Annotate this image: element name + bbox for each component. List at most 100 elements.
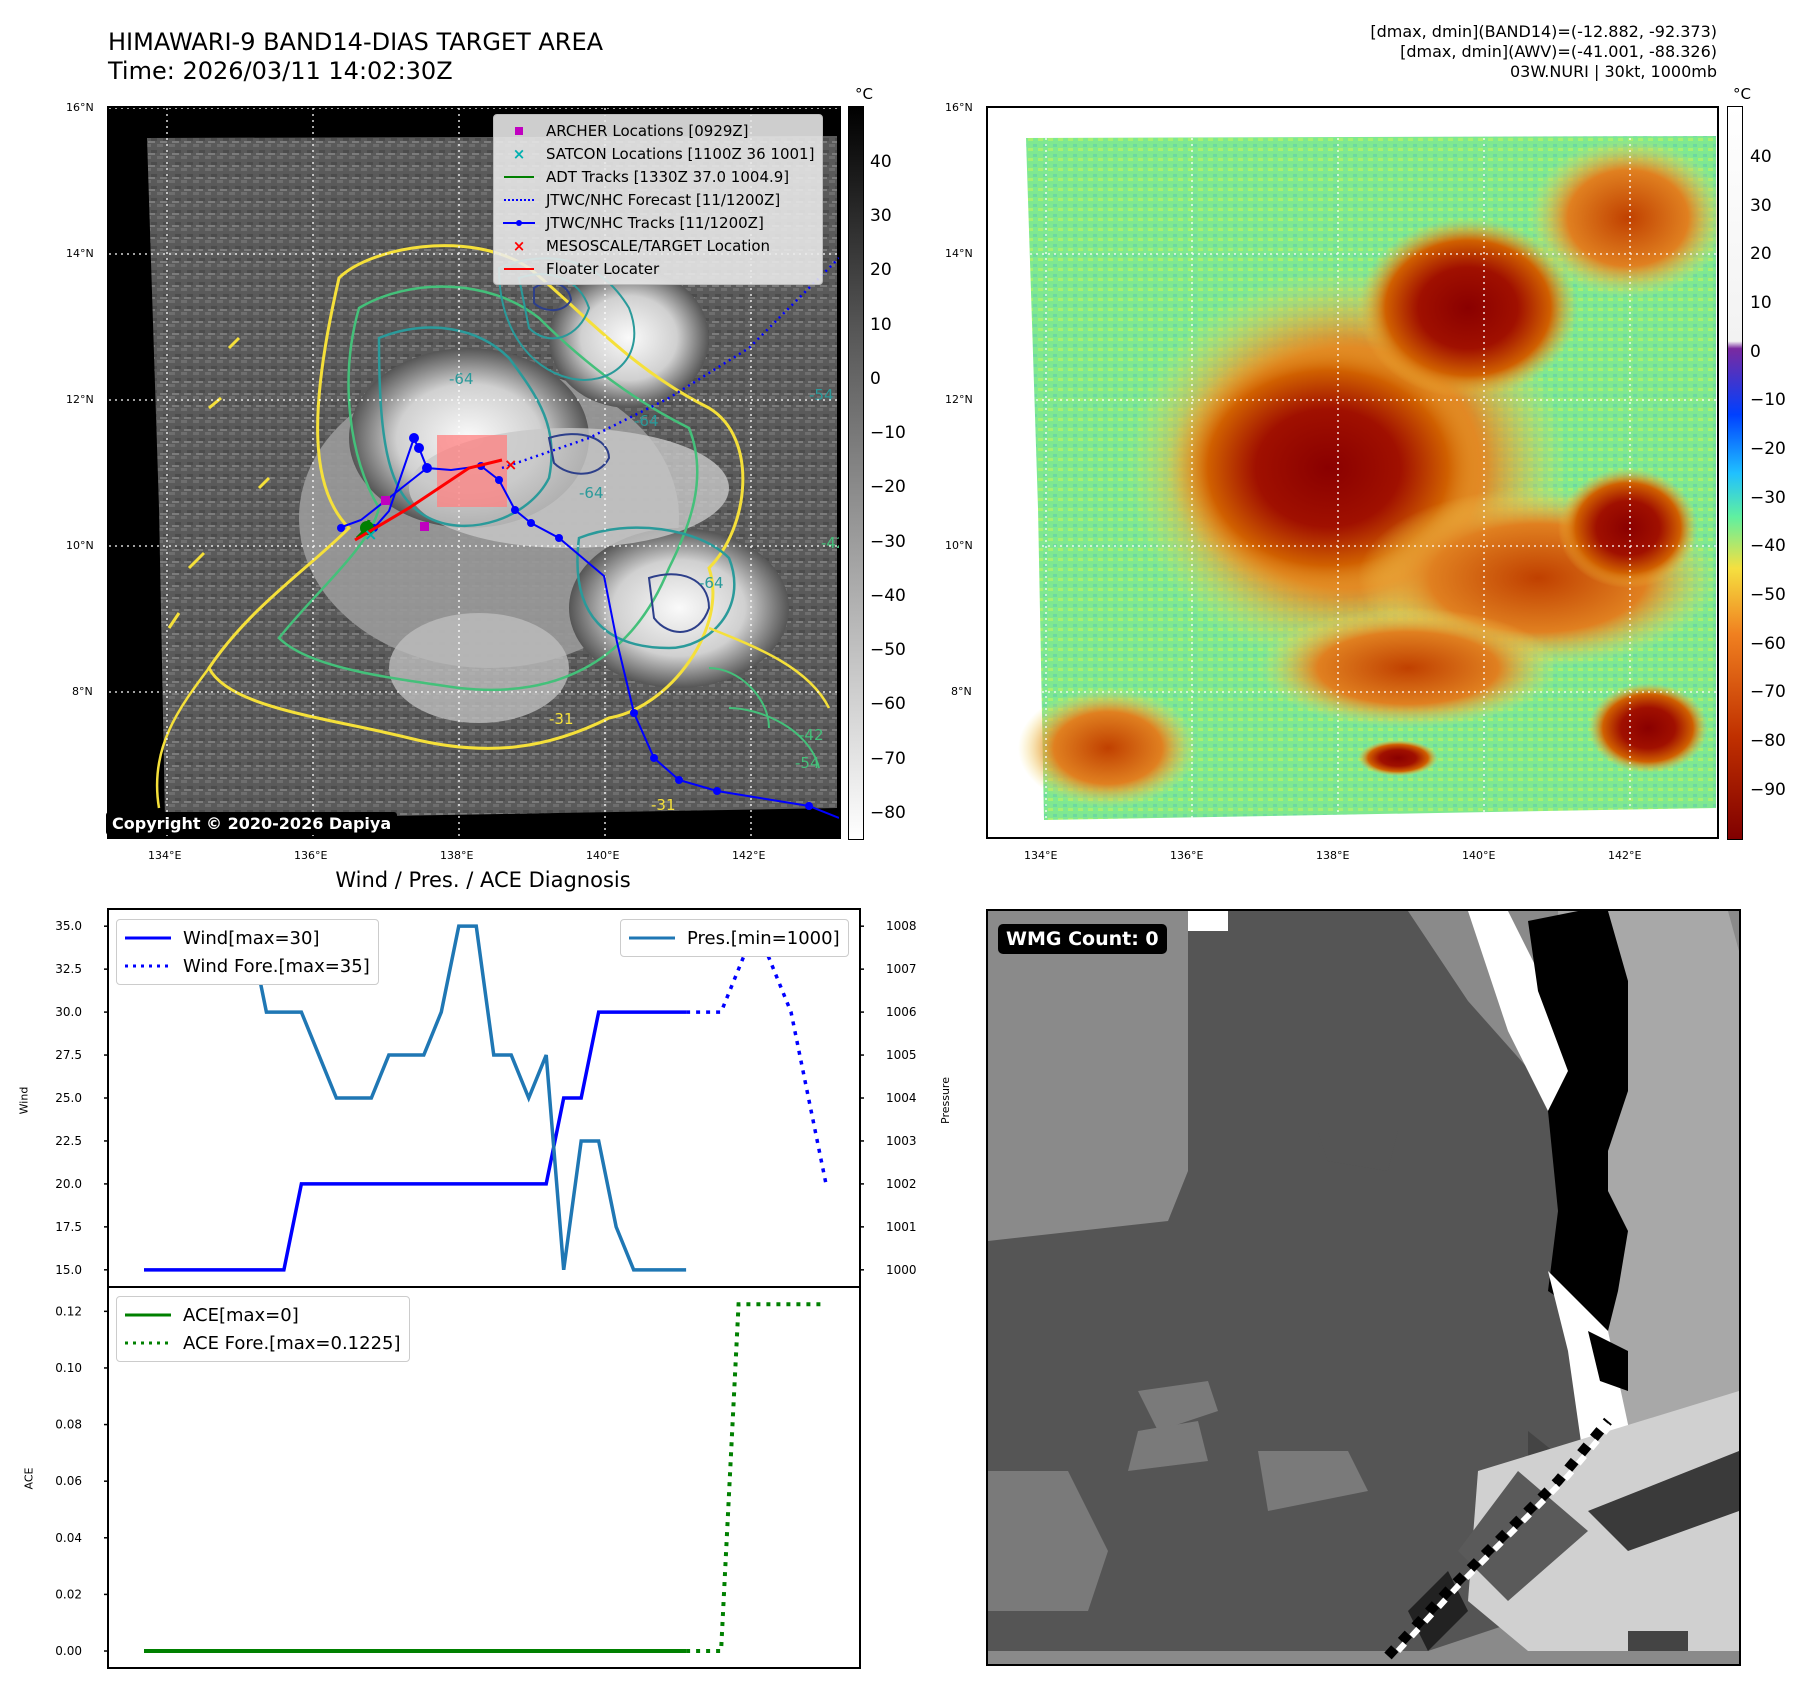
colorbar-tick: 10	[1750, 293, 1772, 313]
wind-tick-label: 17.5	[55, 1220, 82, 1234]
lat-label: 14°N	[945, 247, 973, 260]
series-line-1	[686, 921, 828, 1185]
legend-tracks: JTWC/NHC Tracks [11/1200Z]	[502, 211, 814, 234]
ace-axes	[107, 1286, 861, 1669]
satcon-location: ×	[364, 525, 377, 544]
colorbar-tick: 0	[1750, 342, 1761, 362]
contour-label: -42	[821, 534, 839, 552]
legend-archer: ARCHER Locations [0929Z]	[502, 119, 814, 142]
ace-legend: ACE[max=0] ACE Fore.[max=0.1225]	[116, 1296, 410, 1362]
wind-tick-label: 20.0	[55, 1177, 82, 1191]
contour-label: -31	[549, 710, 574, 728]
lat-label: 16°N	[945, 101, 973, 114]
lon-label: 134°E	[1024, 849, 1058, 862]
wind-tick-label: 30.0	[55, 1005, 82, 1019]
legend-satcon: × SATCON Locations [1100Z 36 1001]	[512, 144, 815, 163]
colorbar-tick: −90	[1750, 780, 1786, 800]
legend-forecast: JTWC/NHC Forecast [11/1200Z]	[502, 188, 814, 211]
colorbar-tick: −30	[870, 532, 906, 552]
wind-tick-label: 22.5	[55, 1134, 82, 1148]
title-line-1: HIMAWARI-9 BAND14-DIAS TARGET AREA	[108, 28, 604, 56]
ace-series-line-1	[686, 1302, 826, 1654]
lat-label: 8°N	[72, 685, 93, 698]
title-line-2: Time: 2026/03/11 14:02:30Z	[108, 57, 453, 85]
colorbar-tick: −10	[870, 423, 906, 443]
series-line-0	[144, 1010, 687, 1272]
wind-tick-label: 27.5	[55, 1048, 82, 1062]
lat-label: 10°N	[945, 539, 973, 552]
lon-label: 138°E	[1316, 849, 1350, 862]
ir-colorbar-unit: °C	[855, 85, 873, 103]
colorbar-tick: −70	[1750, 682, 1786, 702]
colorbar-tick: 20	[1750, 244, 1772, 264]
wmg-panel	[986, 909, 1741, 1666]
ace-tick-label: 0.10	[55, 1361, 82, 1375]
awv-colorbar	[1727, 106, 1743, 840]
pressure-tick-label: 1007	[886, 962, 917, 976]
colorbar-tick: 40	[1750, 147, 1772, 167]
wind-tick-label: 35.0	[55, 919, 82, 933]
pressure-tick-label: 1000	[886, 1263, 917, 1277]
colorbar-tick: 30	[1750, 196, 1772, 216]
legend-target: × MESOSCALE/TARGET Location	[512, 236, 771, 255]
wind-tick-label: 32.5	[55, 962, 82, 976]
ace-tick-label: 0.12	[55, 1304, 82, 1318]
contour-label: -64	[579, 484, 604, 502]
colorbar-tick: −70	[870, 749, 906, 769]
awv-colorbar-unit: °C	[1733, 85, 1751, 103]
lon-label: 136°E	[1170, 849, 1204, 862]
colorbar-tick: −60	[870, 694, 906, 714]
colorbar-tick: 40	[870, 152, 892, 172]
wind-tick-label: 15.0	[55, 1263, 82, 1277]
legend-ace-forecast: ACE Fore.[max=0.1225]	[125, 1332, 401, 1354]
pressure-axis-label: Pressure	[938, 1077, 952, 1124]
legend-wind-forecast: Wind Fore.[max=35]	[125, 955, 370, 977]
contour-label: -64	[634, 412, 659, 430]
awv-gridlines	[988, 108, 1717, 837]
colorbar-tick: 30	[870, 206, 892, 226]
archer-location	[420, 522, 429, 531]
lat-label: 14°N	[66, 247, 94, 260]
target-area-box	[437, 435, 507, 507]
pressure-tick-label: 1006	[886, 1005, 917, 1019]
pressure-tick-label: 1002	[886, 1177, 917, 1191]
ace-tick-label: 0.08	[55, 1418, 82, 1432]
lon-label: 138°E	[440, 849, 474, 862]
colorbar-tick: 20	[870, 260, 892, 280]
pressure-tick-label: 1005	[886, 1048, 917, 1062]
pressure-tick-label: 1003	[886, 1134, 917, 1148]
colorbar-tick: −80	[870, 803, 906, 823]
colorbar-tick: −50	[870, 640, 906, 660]
lon-label: 140°E	[586, 849, 620, 862]
storm-info: 03W.NURI | 30kt, 1000mb	[1509, 62, 1717, 81]
lat-label: 10°N	[66, 539, 94, 552]
wind-tick-label: 25.0	[55, 1091, 82, 1105]
colorbar-tick: 0	[870, 369, 881, 389]
lon-label: 134°E	[148, 849, 182, 862]
colorbar-tick: −60	[1750, 634, 1786, 654]
colorbar-tick: −10	[1750, 390, 1786, 410]
wind-axis-label: Wind	[17, 1086, 31, 1115]
pressure-tick-label: 1001	[886, 1220, 917, 1234]
ace-tick-label: 0.00	[55, 1644, 82, 1658]
colorbar-tick: −40	[870, 586, 906, 606]
ace-tick-label: 0.06	[55, 1474, 82, 1488]
colorbar-tick: −20	[1750, 439, 1786, 459]
archer-location	[381, 496, 390, 505]
colorbar-tick: −80	[1750, 731, 1786, 751]
legend-wind: Wind[max=30]	[125, 927, 320, 949]
lat-label: 12°N	[66, 393, 94, 406]
lon-label: 142°E	[1608, 849, 1642, 862]
diagnosis-title: Wind / Pres. / ACE Diagnosis	[335, 868, 631, 892]
awv-map-panel	[986, 106, 1719, 839]
colorbar-tick: −20	[870, 477, 906, 497]
lon-label: 142°E	[732, 849, 766, 862]
ir-colorbar	[848, 106, 864, 840]
lon-label: 140°E	[1462, 849, 1496, 862]
stats-line-2: [dmax, dmin](AWV)=(-41.001, -88.326)	[1400, 42, 1717, 61]
lat-label: 8°N	[951, 685, 972, 698]
ace-axis-label: ACE	[22, 1467, 36, 1490]
pressure-tick-label: 1008	[886, 919, 917, 933]
legend-floater: Floater Locater	[502, 257, 814, 280]
